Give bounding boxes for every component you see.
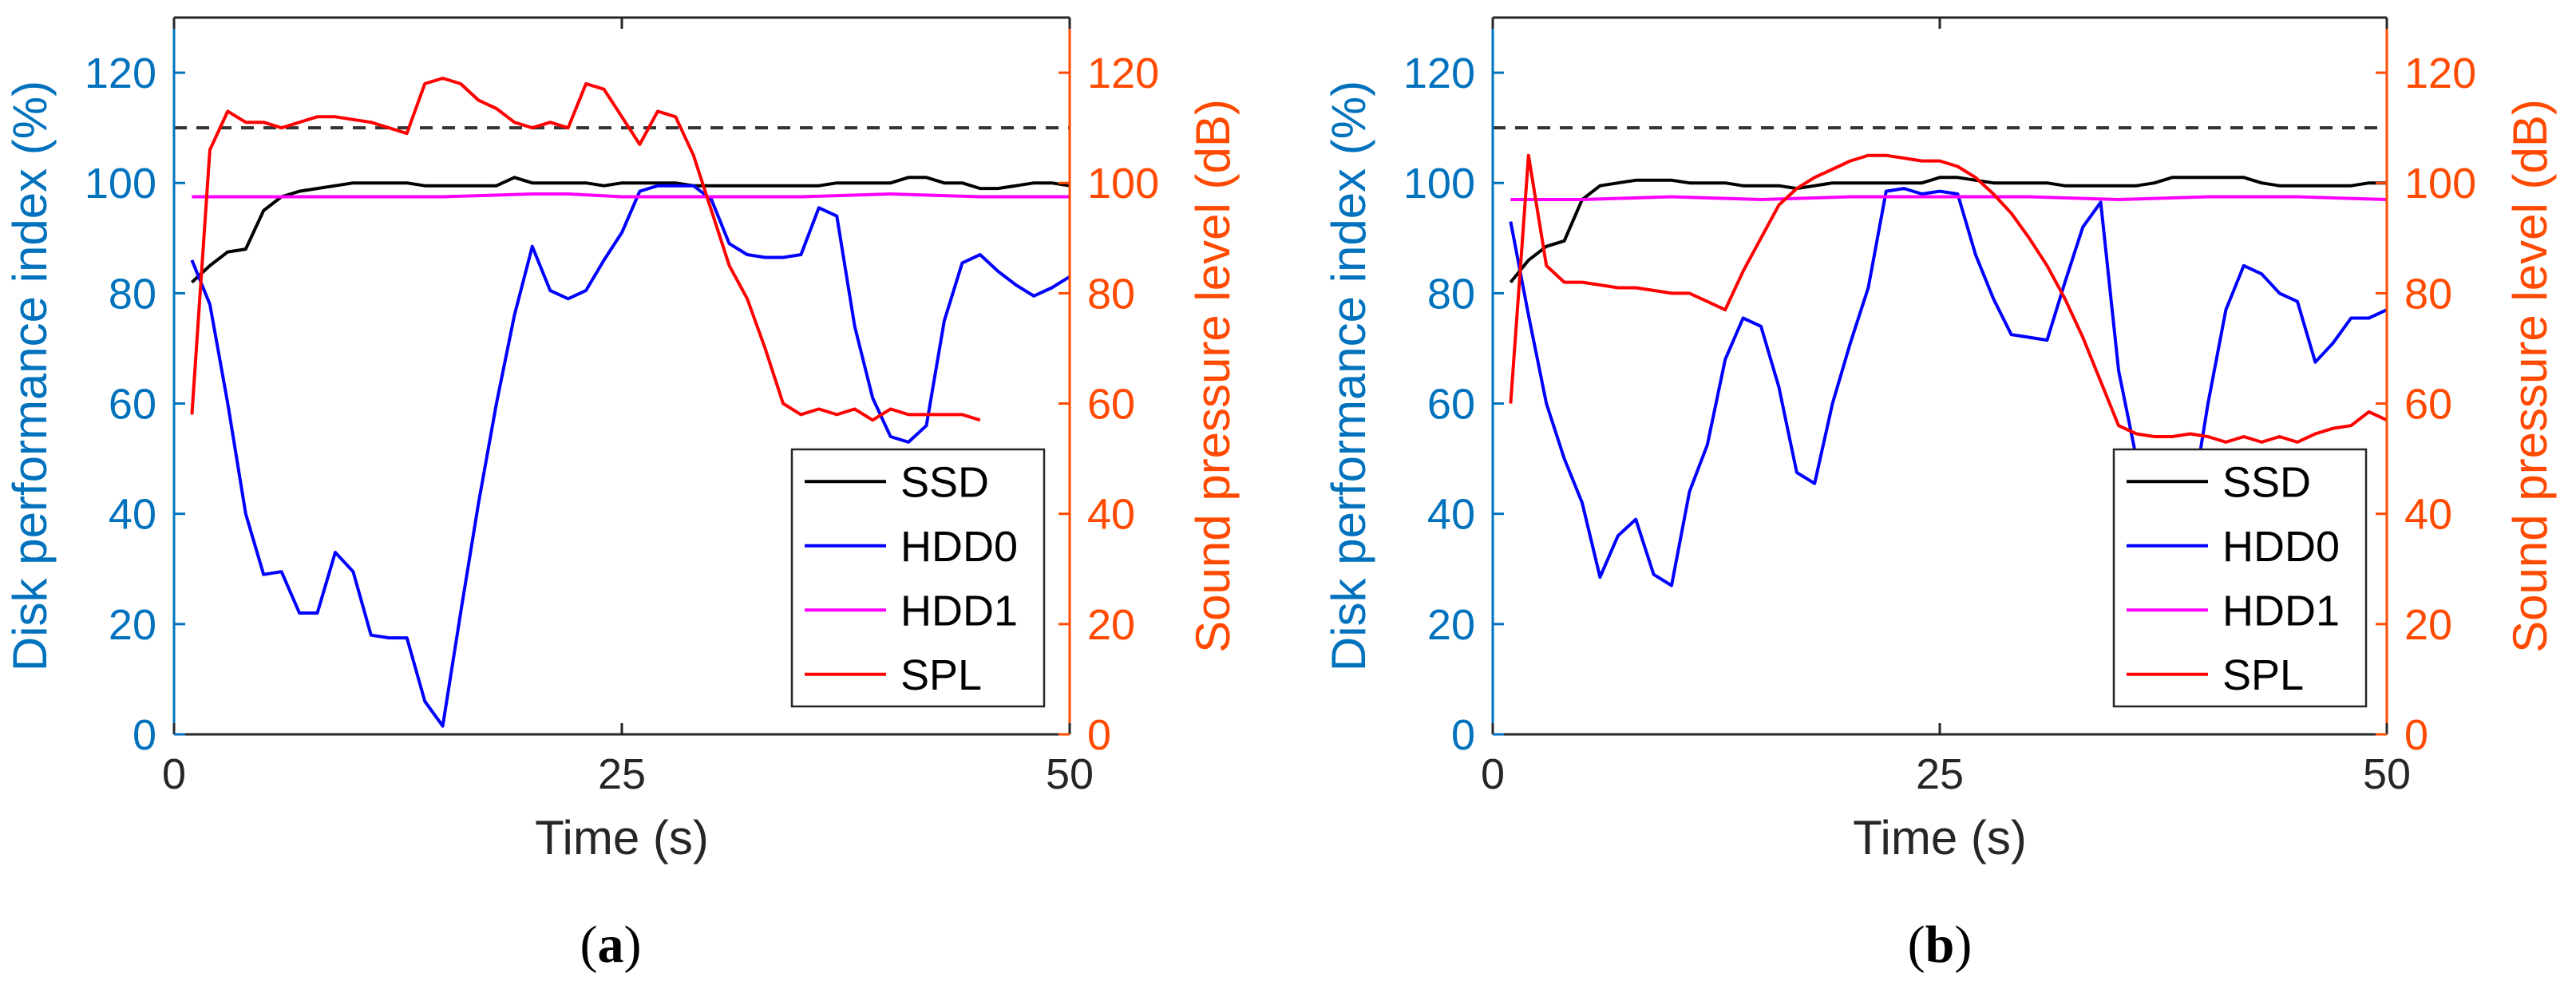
y-right-tick-label: 100 [1087,160,1159,208]
legend-label-spl: SPL [2222,651,2304,699]
x-axis-label: Time (s) [1853,811,2027,864]
legend-label-spl: SPL [900,651,982,699]
y-right-tick-label: 80 [1087,270,1135,318]
y-left-tick-label: 40 [109,491,156,539]
y-left-tick-label: 100 [1403,160,1475,208]
legend-label-hdd0: HDD0 [2222,523,2340,571]
y-right-tick-label: 60 [1087,381,1135,429]
x-tick-label: 25 [1916,750,1964,798]
y-left-tick-label: 100 [85,160,156,208]
y-left-tick-label: 20 [1427,601,1475,649]
series-line-hdd0 [190,184,1071,728]
x-tick-label: 50 [2363,750,2411,798]
series-line-hdd0 [1509,187,2388,587]
y-left-tick-label: 60 [1427,381,1475,429]
y-left-tick-label: 120 [85,49,156,97]
series-line-hdd1 [1510,195,2388,201]
chart-panel-a: 0 25 50020406080100120020406080100120Time … [3,16,1240,974]
y-right-tick-label: 120 [1087,49,1159,97]
y-right-tick-label: 120 [2404,49,2476,97]
legend-label-hdd1: HDD1 [900,587,1018,635]
legend-label-hdd1: HDD1 [2222,587,2340,635]
chart-panel-b: 0 25 50020406080100120020406080100120Time … [1322,16,2557,974]
y-right-tick-label: 20 [2404,601,2452,649]
series-line-spl [1509,153,2388,444]
series-line-spl [190,77,981,422]
y-axis-left-label: Disk performance index (%) [3,81,57,671]
y-right-tick-label: 0 [1087,711,1111,759]
x-tick-label: 0 [1481,750,1505,798]
legend-label-ssd: SSD [2222,458,2311,506]
panel-label: (b) [1908,916,1973,974]
legend-label-hdd0: HDD0 [900,523,1018,571]
legend-label-ssd: SSD [900,458,989,506]
y-axis-right-label: Sound pressure level (dB) [2503,99,2557,653]
series-line-ssd [1509,176,2387,283]
x-tick-label: 0 [162,750,186,798]
y-right-tick-label: 100 [2404,160,2476,208]
y-axis-left-label: Disk performance index (%) [1322,81,1375,671]
y-left-tick-label: 0 [133,711,156,759]
series-line-ssd [191,176,1070,284]
panel-label: (a) [580,916,642,974]
y-axis-right-label: Sound pressure level (dB) [1186,99,1240,653]
y-right-tick-label: 0 [2404,711,2428,759]
y-left-tick-label: 120 [1403,49,1475,97]
x-axis-label: Time (s) [535,811,709,864]
y-left-tick-label: 80 [1427,270,1475,318]
legend-box [790,448,1046,708]
y-right-tick-label: 20 [1087,601,1135,649]
x-tick-label: 25 [598,750,646,798]
y-right-tick-label: 40 [1087,491,1135,539]
y-right-tick-label: 80 [2404,270,2452,318]
y-left-tick-label: 0 [1451,711,1475,759]
y-right-tick-label: 60 [2404,381,2452,429]
y-left-tick-label: 80 [109,270,156,318]
series-line-hdd1 [192,192,1070,199]
x-tick-label: 50 [1046,750,1094,798]
y-left-tick-label: 20 [109,601,156,649]
y-left-tick-label: 60 [109,381,156,429]
y-right-tick-label: 40 [2404,491,2452,539]
legend-box [2112,448,2368,708]
y-left-tick-label: 40 [1427,491,1475,539]
